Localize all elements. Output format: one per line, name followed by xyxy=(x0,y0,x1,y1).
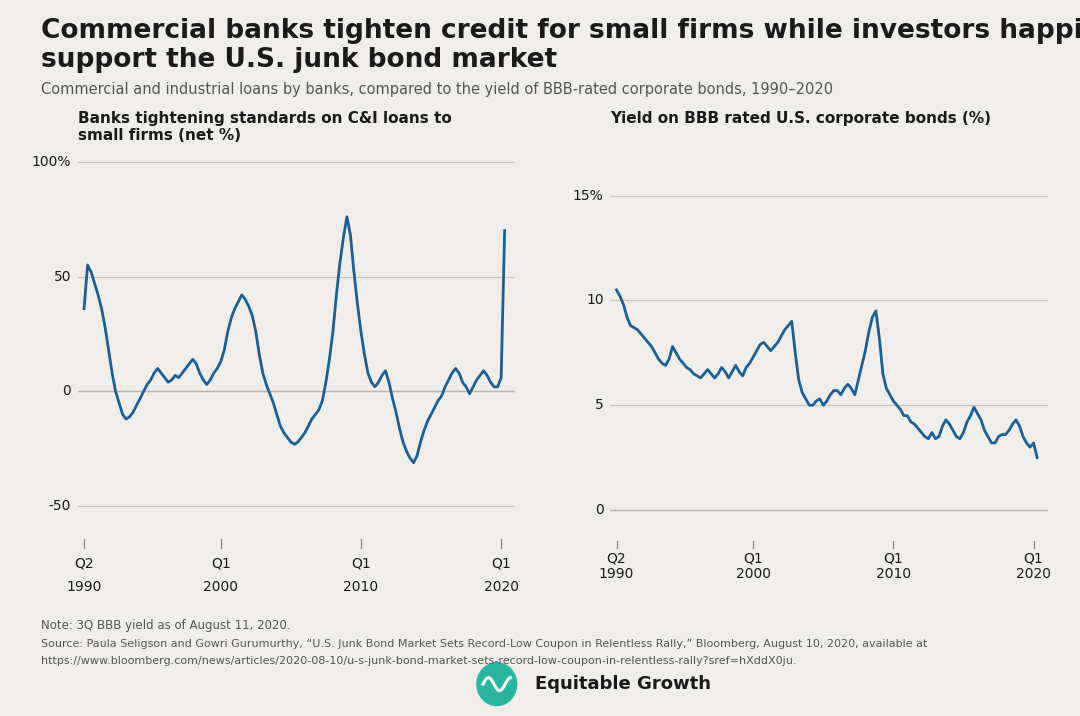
Text: 10: 10 xyxy=(586,294,604,307)
Text: 15%: 15% xyxy=(572,188,604,203)
Text: support the U.S. junk bond market: support the U.S. junk bond market xyxy=(41,47,557,72)
Text: Q2: Q2 xyxy=(607,552,626,566)
Text: Commercial and industrial loans by banks, compared to the yield of BBB-rated cor: Commercial and industrial loans by banks… xyxy=(41,82,833,97)
Text: 2000: 2000 xyxy=(203,580,239,594)
Text: https://www.bloomberg.com/news/articles/2020-08-10/u-s-junk-bond-market-sets-rec: https://www.bloomberg.com/news/articles/… xyxy=(41,656,797,666)
Text: 1990: 1990 xyxy=(598,566,634,581)
Text: Note: 3Q BBB yield as of August 11, 2020.: Note: 3Q BBB yield as of August 11, 2020… xyxy=(41,619,291,632)
Text: 0: 0 xyxy=(595,503,604,517)
Text: -50: -50 xyxy=(49,499,71,513)
Text: 1990: 1990 xyxy=(66,580,102,594)
Text: Q1: Q1 xyxy=(883,552,903,566)
Text: 2020: 2020 xyxy=(1016,566,1051,581)
Ellipse shape xyxy=(477,663,516,705)
Text: 2010: 2010 xyxy=(343,580,378,594)
Text: 2000: 2000 xyxy=(735,566,771,581)
Text: 2020: 2020 xyxy=(484,580,518,594)
Text: Q1: Q1 xyxy=(351,557,370,571)
Text: 0: 0 xyxy=(63,384,71,398)
Text: 100%: 100% xyxy=(31,155,71,168)
Text: 5: 5 xyxy=(595,398,604,412)
Text: Source: Paula Seligson and Gowri Gurumurthy, “U.S. Junk Bond Market Sets Record-: Source: Paula Seligson and Gowri Gurumur… xyxy=(41,639,928,649)
Text: Equitable Growth: Equitable Growth xyxy=(535,675,711,694)
Text: Q1: Q1 xyxy=(211,557,231,571)
Text: 50: 50 xyxy=(54,269,71,284)
Text: Q1: Q1 xyxy=(1024,552,1043,566)
Text: Q1: Q1 xyxy=(491,557,511,571)
Text: 2010: 2010 xyxy=(876,566,910,581)
Text: Commercial banks tighten credit for small firms while investors happily: Commercial banks tighten credit for smal… xyxy=(41,18,1080,44)
Text: Q1: Q1 xyxy=(743,552,764,566)
Text: Yield on BBB rated U.S. corporate bonds (%): Yield on BBB rated U.S. corporate bonds … xyxy=(610,111,991,126)
Text: Banks tightening standards on C&I loans to
small firms (net %): Banks tightening standards on C&I loans … xyxy=(78,111,451,143)
Text: Q2: Q2 xyxy=(75,557,94,571)
